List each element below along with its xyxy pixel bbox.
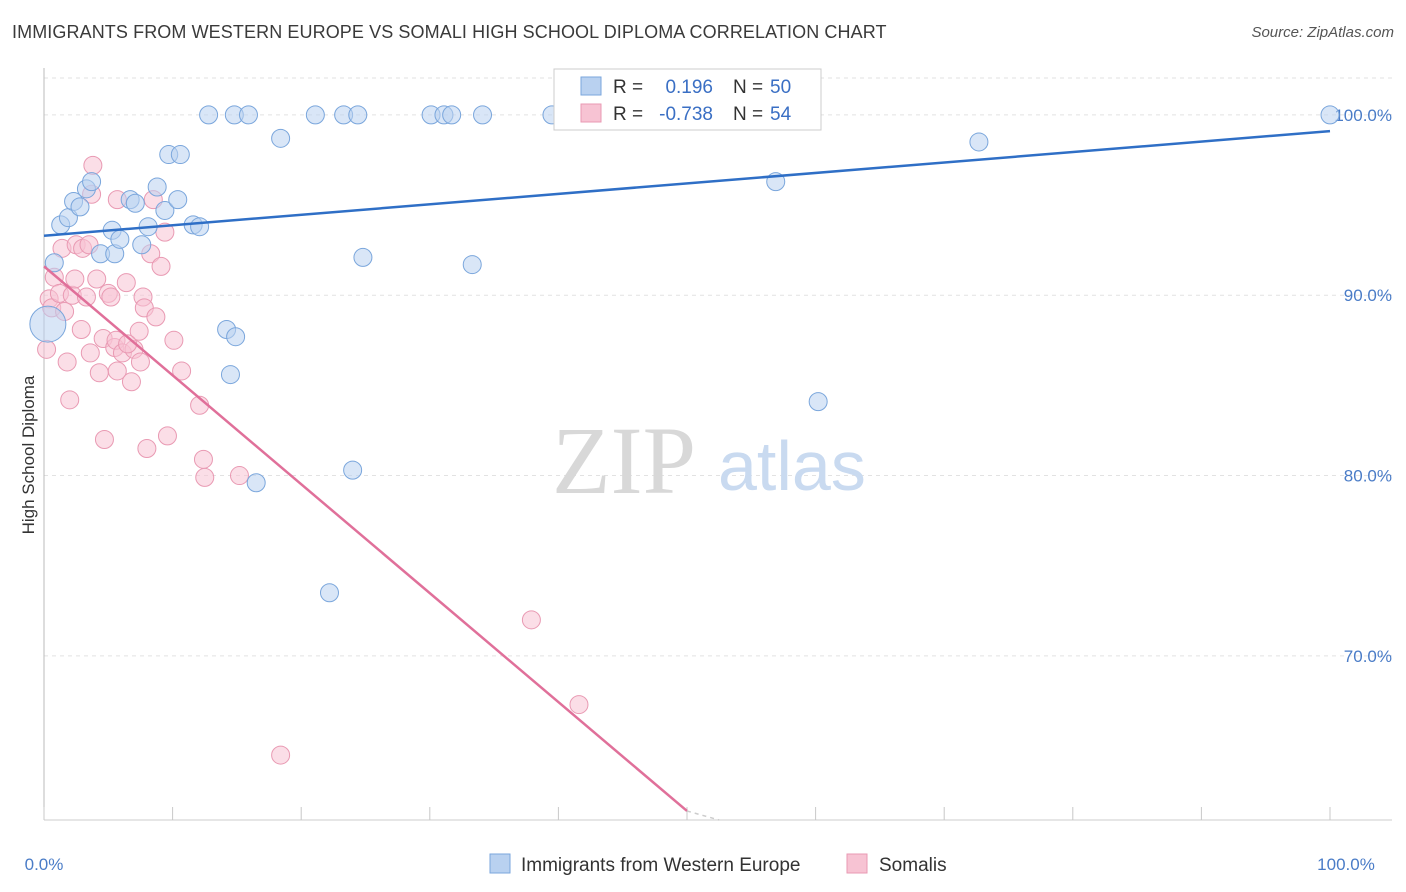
somalis-point-8 xyxy=(60,390,80,410)
western-europe-point-35 xyxy=(343,460,363,480)
somalis-point-49 xyxy=(229,466,249,486)
somalis-point-31 xyxy=(121,372,141,392)
somalis-point-19 xyxy=(87,269,107,289)
western-europe-point-29 xyxy=(246,473,266,493)
western-europe-points xyxy=(29,105,1340,603)
western-europe-point-22 xyxy=(190,217,210,237)
somalis-point-20 xyxy=(89,363,109,383)
western-europe-point-0 xyxy=(29,305,67,343)
somalis-point-43 xyxy=(157,426,177,446)
legend-swatch-somalis xyxy=(846,853,868,874)
western-europe-point-40 xyxy=(462,255,482,275)
western-europe-point-16 xyxy=(147,177,167,197)
y-axis-label: High School Diploma xyxy=(19,375,38,534)
somalis-point-40 xyxy=(146,307,166,327)
western-europe-point-34 xyxy=(319,583,339,603)
y-tick-label-3: 70.0% xyxy=(1344,647,1392,666)
stats-legend: R = 0.196 N = 50 R = -0.738 N = 54 xyxy=(553,68,822,131)
western-europe-point-19 xyxy=(170,145,190,165)
stats-r-label-blue: R = xyxy=(613,77,643,98)
western-europe-point-26 xyxy=(220,365,240,385)
legend-label-somalis: Somalis xyxy=(879,855,947,876)
western-europe-point-47 xyxy=(808,392,828,412)
stats-n-label-blue: N = xyxy=(733,77,763,98)
somalis-point-30 xyxy=(116,273,136,293)
x-tick-label-min: 0.0% xyxy=(25,855,64,874)
western-europe-point-11 xyxy=(110,229,130,249)
watermark-zip: ZIP xyxy=(552,407,696,514)
somalis-point-33 xyxy=(129,321,149,341)
western-europe-point-1 xyxy=(44,253,64,273)
western-europe-point-48 xyxy=(969,132,989,152)
somalis-point-16 xyxy=(80,343,100,363)
western-europe-point-23 xyxy=(199,105,219,125)
stats-n-value-blue: 50 xyxy=(770,77,791,98)
western-europe-point-41 xyxy=(473,105,493,125)
somalis-point-22 xyxy=(94,429,114,449)
somalis-point-0 xyxy=(37,339,57,359)
stats-swatch-pink xyxy=(580,103,602,123)
watermark: ZIP atlas xyxy=(552,407,866,514)
somalis-point-10 xyxy=(65,269,85,289)
stats-swatch-blue xyxy=(580,76,602,96)
somalis-point-34 xyxy=(130,352,150,372)
somalis-point-44 xyxy=(164,330,184,350)
trend-lines xyxy=(43,129,1331,821)
somalis-point-14 xyxy=(76,287,96,307)
western-europe-point-49 xyxy=(1320,105,1340,125)
western-europe-point-20 xyxy=(168,190,188,210)
somalis-point-12 xyxy=(71,319,91,339)
somalis-point-47 xyxy=(193,449,213,469)
somalis-trend-extension xyxy=(686,810,720,821)
somalis-point-7 xyxy=(57,352,77,372)
western-europe-trend-line xyxy=(43,129,1331,237)
stats-n-value-pink: 54 xyxy=(770,104,792,125)
western-europe-point-13 xyxy=(125,193,145,213)
x-tick-label-max: 100.0% xyxy=(1317,855,1375,874)
western-europe-point-30 xyxy=(271,128,291,148)
source-label: Source: ZipAtlas.com xyxy=(1251,24,1394,41)
somalis-trend-line xyxy=(43,265,688,812)
somalis-point-52 xyxy=(569,695,589,715)
somalis-point-51 xyxy=(521,610,541,630)
somalis-point-50 xyxy=(271,745,291,765)
western-europe-point-5 xyxy=(70,197,90,217)
gridlines xyxy=(44,77,1392,657)
y-tick-label-0: 100.0% xyxy=(1334,106,1392,125)
legend-label-western-europe: Immigrants from Western Europe xyxy=(521,855,800,876)
somalis-point-24 xyxy=(101,287,121,307)
western-europe-point-36 xyxy=(353,247,373,267)
legend-swatch-western-europe xyxy=(489,853,511,874)
series-legend: Immigrants from Western Europe Somalis xyxy=(489,853,947,876)
somalis-point-45 xyxy=(172,361,192,381)
western-europe-point-7 xyxy=(82,172,102,192)
stats-n-label-pink: N = xyxy=(733,104,763,125)
western-europe-point-25 xyxy=(238,105,258,125)
somalis-point-41 xyxy=(151,256,171,276)
western-europe-point-39 xyxy=(442,105,462,125)
y-tick-label-2: 80.0% xyxy=(1344,467,1392,486)
western-europe-point-14 xyxy=(132,235,152,255)
stats-r-value-blue: 0.196 xyxy=(665,77,713,98)
somalis-point-18 xyxy=(83,155,103,175)
x-axis-ticks xyxy=(43,807,1331,820)
stats-r-label-pink: R = xyxy=(613,104,643,125)
somalis-point-48 xyxy=(195,467,215,487)
somalis-point-37 xyxy=(137,439,157,459)
western-europe-point-17 xyxy=(155,200,175,220)
somalis-point-27 xyxy=(107,361,127,381)
stats-r-value-pink: -0.738 xyxy=(659,104,713,125)
western-europe-point-31 xyxy=(305,105,325,125)
chart-title: IMMIGRANTS FROM WESTERN EUROPE VS SOMALI… xyxy=(12,22,887,42)
western-europe-point-28 xyxy=(226,327,246,347)
y-tick-label-1: 90.0% xyxy=(1344,286,1392,305)
y-axis-labels: 100.0% 90.0% 80.0% 70.0% xyxy=(1334,106,1392,666)
western-europe-point-33 xyxy=(348,105,368,125)
watermark-atlas: atlas xyxy=(718,427,866,505)
